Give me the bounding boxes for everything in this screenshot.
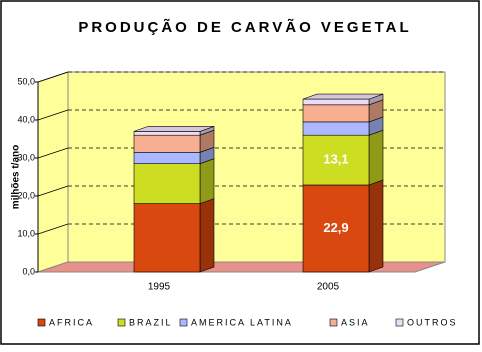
- legend-swatch: [179, 318, 188, 327]
- grid-line: [37, 147, 69, 159]
- bar: [133, 203, 201, 273]
- grid-line: [37, 185, 69, 197]
- back-wall: [67, 71, 446, 263]
- legend-label: OUTROS: [407, 317, 458, 327]
- floor: [37, 261, 446, 273]
- y-tick-label: 0,0: [22, 266, 35, 276]
- y-tick-label: 30,0: [17, 152, 35, 162]
- bar: [302, 104, 370, 123]
- bar-side: [368, 129, 384, 186]
- y-tick-label: 50,0: [17, 76, 35, 86]
- legend-label: AMERICA LATINA: [191, 317, 293, 327]
- bar-top: [133, 126, 215, 132]
- legend-label: AFRICA: [49, 317, 94, 327]
- grid-line: [37, 109, 69, 121]
- legend-swatch: [395, 318, 404, 327]
- bar: [302, 98, 370, 106]
- grid-line: [37, 223, 69, 235]
- bar: [302, 121, 370, 136]
- legend-swatch: [329, 318, 338, 327]
- side-wall: [37, 71, 69, 273]
- bar: [133, 131, 201, 136]
- legend-swatch: [37, 318, 46, 327]
- bar: [133, 152, 201, 165]
- bar: [302, 184, 370, 273]
- bar: [302, 134, 370, 186]
- y-axis-label: milhões t/ano: [11, 145, 22, 209]
- bar: [133, 134, 201, 153]
- bar-top: [302, 93, 384, 100]
- x-tick-label: 2005: [317, 282, 340, 293]
- legend-label: BRAZIL: [129, 317, 173, 327]
- grid-line: [37, 71, 69, 83]
- value-label: 22,9: [323, 220, 348, 235]
- value-label: 13,1: [323, 152, 348, 167]
- y-tick-label: 40,0: [17, 114, 35, 124]
- chart-title: PRODUÇÃO DE CARVÃO VEGETAL: [78, 18, 411, 36]
- y-tick-label: 10,0: [17, 228, 35, 238]
- bar-side: [199, 198, 215, 273]
- x-tick-label: 1995: [148, 282, 171, 293]
- y-tick-label: 20,0: [17, 190, 35, 200]
- bar-side: [368, 179, 384, 273]
- bar: [133, 163, 201, 204]
- legend-label: ASIA: [341, 317, 370, 327]
- legend-swatch: [117, 318, 126, 327]
- bar-side: [199, 158, 215, 205]
